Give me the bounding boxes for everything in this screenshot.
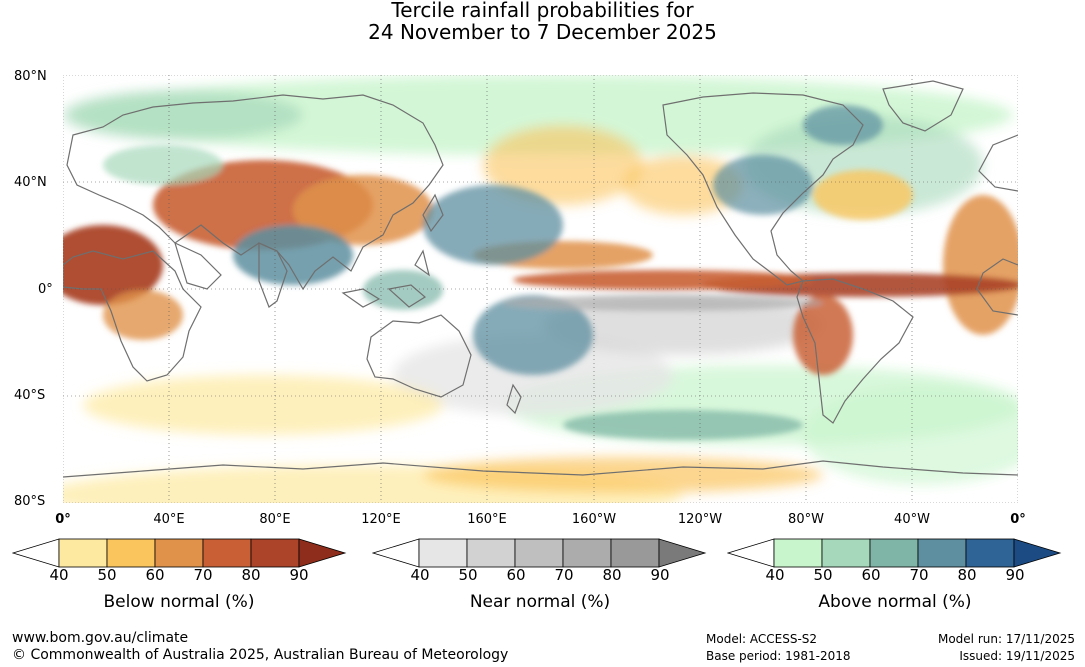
footer-url: www.bom.gov.au/climate	[12, 630, 189, 646]
probability-region	[503, 295, 823, 311]
probability-region	[363, 270, 443, 310]
tick-label: 40	[410, 566, 430, 584]
tick-label: 80	[957, 566, 977, 584]
colorbar-segment	[965, 538, 1015, 568]
probability-region	[63, 90, 303, 140]
lon-label-0: 0°	[55, 512, 71, 527]
colorbar-segment	[917, 538, 967, 568]
tick-label: 50	[97, 566, 117, 584]
lat-label-40n: 40°N	[14, 175, 47, 190]
colorbar-segment	[418, 538, 468, 568]
lon-label-160w: 160°W	[571, 512, 617, 527]
tick-label: 40	[49, 566, 69, 584]
probability-region	[103, 145, 223, 185]
colorbar-segment	[610, 538, 660, 568]
tick-label: 70	[193, 566, 213, 584]
colorbar-segment	[58, 538, 108, 568]
colorbar-above-normal-svg	[727, 538, 1062, 568]
footer-issued: Issued: 19/11/2025	[959, 649, 1075, 663]
tick-label: 80	[241, 566, 261, 584]
tick-label: 40	[765, 566, 785, 584]
probability-region	[563, 410, 803, 440]
probability-region	[483, 125, 643, 205]
probability-region	[803, 105, 883, 145]
probability-region	[513, 270, 813, 290]
footer-model-run: Model run: 17/11/2025	[937, 632, 1075, 646]
tick-label: 90	[1005, 566, 1025, 584]
lon-label-160e: 160°E	[467, 512, 507, 527]
lon-label-120e: 120°E	[361, 512, 401, 527]
lat-label-40s: 40°S	[14, 388, 46, 403]
coastlines	[62, 80, 1019, 478]
tick-label: 90	[650, 566, 670, 584]
lon-label-40e: 40°E	[153, 512, 185, 527]
colorbar-near-normal	[372, 538, 708, 568]
probability-region	[943, 195, 1023, 335]
colorbar-segment	[562, 538, 612, 568]
probability-region	[473, 295, 593, 375]
lat-label-equator: 0°	[38, 282, 53, 297]
colorbar-above-label: Above normal (%)	[818, 592, 972, 612]
colorbar-near-normal-svg	[372, 538, 707, 568]
tick-label: 80	[602, 566, 622, 584]
tick-label: 50	[813, 566, 833, 584]
map-title-line2: 24 November to 7 December 2025	[368, 20, 717, 44]
probability-region	[293, 175, 433, 245]
probability-region	[233, 225, 353, 285]
colorbar-high-triangle	[1013, 538, 1062, 568]
probability-region	[43, 225, 163, 305]
colorbar-segment	[466, 538, 516, 568]
colorbar-high-triangle	[658, 538, 707, 568]
probability-region	[813, 170, 913, 220]
colorbar-segment	[202, 538, 252, 568]
tick-label: 50	[458, 566, 478, 584]
lon-label-40w: 40°W	[894, 512, 930, 527]
colorbar-segment	[106, 538, 156, 568]
colorbar-segment	[773, 538, 823, 568]
footer-copyright: © Commonwealth of Australia 2025, Austra…	[12, 647, 509, 663]
lon-label-0-end: 0°	[1010, 512, 1026, 527]
probability-region	[423, 185, 563, 265]
probability-region	[793, 295, 853, 375]
lat-label-80s: 80°S	[14, 494, 46, 509]
colorbar-low-triangle	[727, 538, 775, 568]
probability-region	[803, 385, 1043, 485]
colorbar-segment	[154, 538, 204, 568]
probability-region	[713, 155, 813, 215]
tick-label: 60	[145, 566, 165, 584]
colorbar-below-label: Below normal (%)	[103, 592, 255, 612]
probability-region	[623, 155, 743, 215]
tick-label: 90	[289, 566, 309, 584]
colorbar-above-normal	[727, 538, 1063, 568]
colorbar-low-triangle	[12, 538, 60, 568]
lat-label-80n: 80°N	[14, 69, 47, 84]
colorbar-below-normal-svg	[12, 538, 347, 568]
lon-label-80e: 80°E	[259, 512, 291, 527]
footer-base-period: Base period: 1981-2018	[706, 649, 851, 663]
colorbar-high-triangle	[298, 538, 347, 568]
tick-label: 60	[861, 566, 881, 584]
colorbar-segment	[821, 538, 871, 568]
map-title-line1: Tercile rainfall probabilities for	[391, 0, 694, 22]
lon-label-120w: 120°W	[677, 512, 723, 527]
tick-label: 70	[554, 566, 574, 584]
colorbar-low-triangle	[372, 538, 420, 568]
lon-label-80w: 80°W	[788, 512, 824, 527]
colorbar-below-normal	[12, 538, 348, 568]
colorbar-segment	[869, 538, 919, 568]
tick-label: 60	[506, 566, 526, 584]
probability-region	[83, 375, 443, 435]
colorbar-segment	[250, 538, 300, 568]
colorbar-segment	[514, 538, 564, 568]
probability-region	[103, 290, 183, 340]
footer-model: Model: ACCESS-S2	[706, 632, 818, 646]
tick-label: 70	[909, 566, 929, 584]
colorbar-near-label: Near normal (%)	[469, 592, 611, 612]
rainfall-probability-map	[43, 74, 1043, 525]
probability-region	[423, 457, 823, 493]
